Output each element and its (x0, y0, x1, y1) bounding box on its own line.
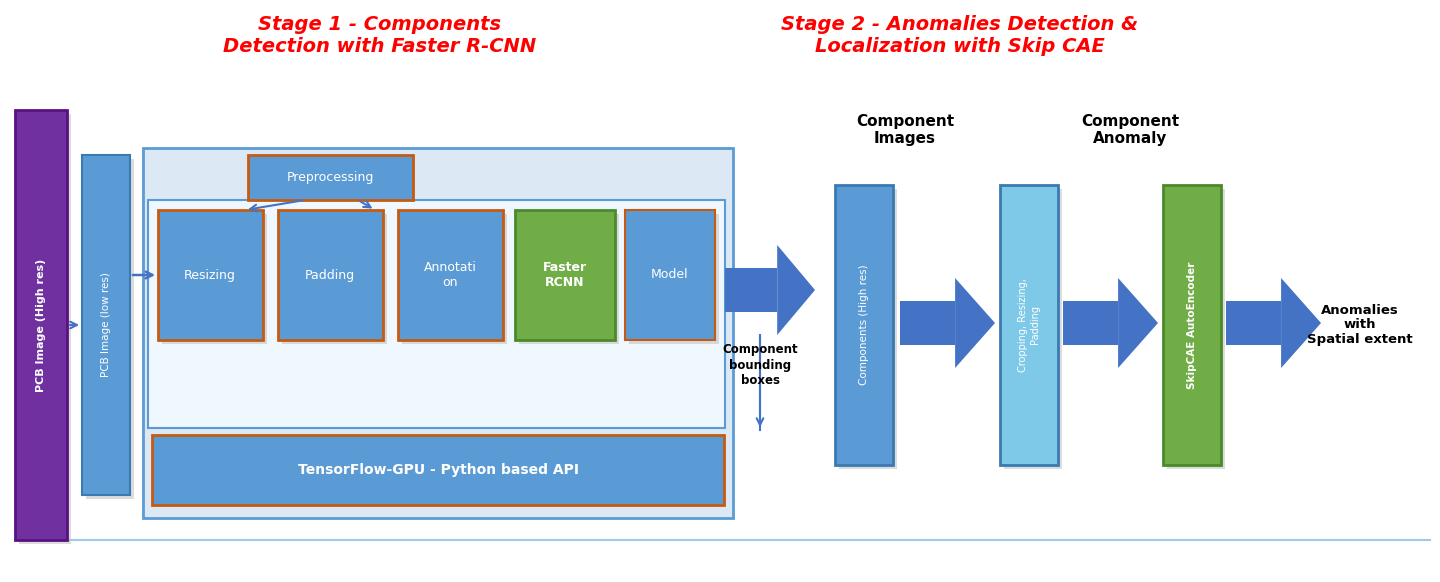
FancyBboxPatch shape (516, 210, 615, 340)
FancyBboxPatch shape (19, 114, 71, 544)
Text: Components (High res): Components (High res) (860, 265, 868, 385)
Polygon shape (1225, 301, 1282, 345)
FancyBboxPatch shape (143, 148, 733, 518)
FancyBboxPatch shape (248, 155, 413, 200)
FancyBboxPatch shape (835, 185, 893, 465)
FancyBboxPatch shape (278, 210, 383, 340)
Text: Stage 2 - Anomalies Detection &
Localization with Skip CAE: Stage 2 - Anomalies Detection & Localiza… (782, 15, 1139, 56)
FancyBboxPatch shape (999, 185, 1058, 465)
FancyBboxPatch shape (1166, 189, 1225, 469)
FancyBboxPatch shape (625, 210, 716, 340)
Text: Cropping, Resizing,
Padding: Cropping, Resizing, Padding (1018, 278, 1040, 372)
Text: Model: Model (651, 268, 688, 282)
Text: Annotati
on: Annotati on (423, 261, 477, 289)
Polygon shape (1117, 278, 1158, 368)
FancyBboxPatch shape (82, 155, 130, 495)
Text: Padding: Padding (305, 268, 356, 282)
FancyBboxPatch shape (629, 214, 719, 344)
FancyBboxPatch shape (158, 210, 264, 340)
Text: Component
Images: Component Images (855, 114, 955, 146)
Text: Resizing: Resizing (184, 268, 236, 282)
FancyBboxPatch shape (153, 435, 724, 505)
Text: Faster
RCNN: Faster RCNN (543, 261, 588, 289)
FancyBboxPatch shape (840, 189, 897, 469)
Text: PCB Image (low res): PCB Image (low res) (101, 272, 111, 378)
FancyBboxPatch shape (518, 214, 619, 344)
FancyBboxPatch shape (148, 200, 724, 428)
FancyBboxPatch shape (86, 159, 134, 499)
Text: Component
Anomaly: Component Anomaly (1081, 114, 1179, 146)
FancyBboxPatch shape (402, 214, 507, 344)
Text: TensorFlow-GPU - Python based API: TensorFlow-GPU - Python based API (298, 463, 579, 477)
Polygon shape (900, 301, 955, 345)
Text: PCB Image (High res): PCB Image (High res) (36, 258, 46, 392)
Polygon shape (1282, 278, 1320, 368)
Polygon shape (724, 268, 778, 311)
FancyBboxPatch shape (1164, 185, 1221, 465)
Text: Anomalies
with
Spatial extent: Anomalies with Spatial extent (1308, 303, 1413, 346)
Text: Stage 1 - Components
Detection with Faster R-CNN: Stage 1 - Components Detection with Fast… (223, 15, 537, 56)
Polygon shape (778, 245, 815, 335)
FancyBboxPatch shape (397, 210, 503, 340)
FancyBboxPatch shape (14, 110, 68, 540)
Text: Component
bounding
boxes: Component bounding boxes (723, 343, 798, 386)
Polygon shape (955, 278, 995, 368)
FancyBboxPatch shape (1004, 189, 1063, 469)
FancyBboxPatch shape (282, 214, 387, 344)
Polygon shape (1063, 301, 1117, 345)
FancyBboxPatch shape (161, 214, 266, 344)
Text: Preprocessing: Preprocessing (287, 171, 374, 183)
Text: SkipCAE AutoEncoder: SkipCAE AutoEncoder (1187, 261, 1197, 389)
